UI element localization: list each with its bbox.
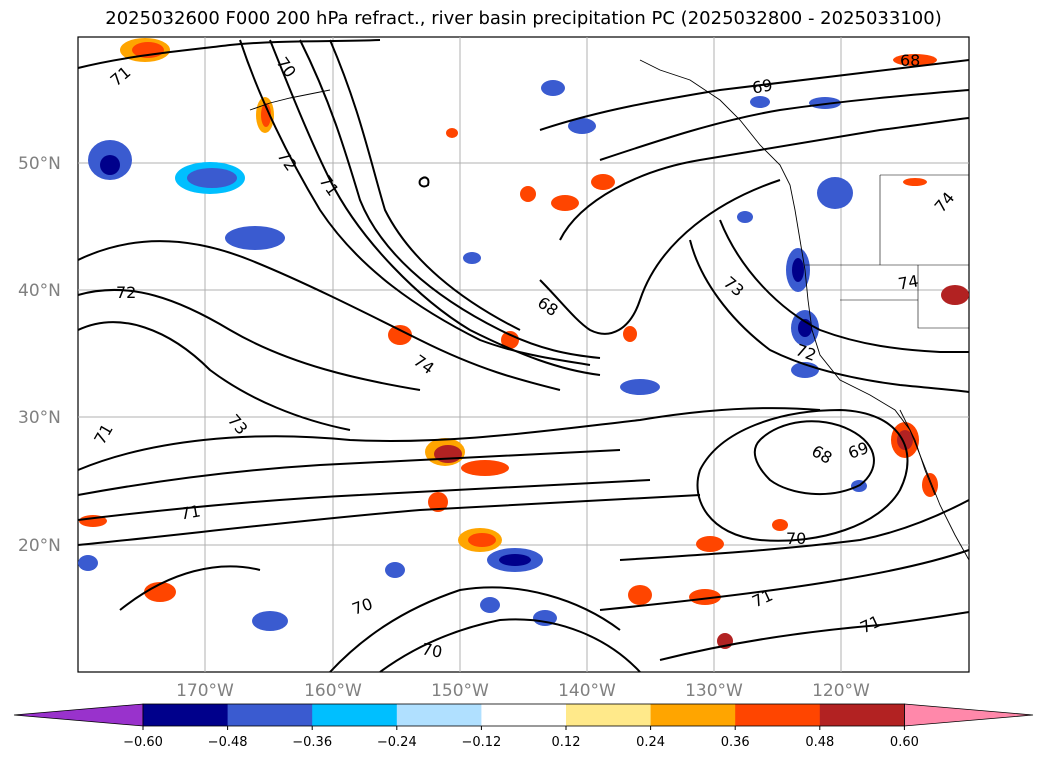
- coastline: [639, 59, 970, 561]
- colorbar-tick-label: 0.12: [552, 735, 581, 750]
- colorbar-tick-label: −0.12: [461, 735, 501, 750]
- baja-coast: [899, 409, 936, 496]
- graticule: [78, 37, 969, 672]
- contour-label: 68: [900, 51, 920, 70]
- colorbar-segment: [312, 704, 398, 726]
- lon-label-140w: 140°W: [558, 681, 616, 701]
- contour-label: 74: [897, 271, 920, 293]
- aleutian-islands: [249, 89, 331, 111]
- colorbar-tick-label: 0.60: [890, 735, 919, 750]
- colorbar-tick-label: −0.48: [208, 735, 248, 750]
- colorbar-segment: [227, 704, 313, 726]
- colorbar-tick-label: 0.36: [721, 735, 750, 750]
- lon-label-130w: 130°W: [685, 681, 743, 701]
- contour-label: 70: [786, 529, 806, 548]
- latitude-axis: 50°N 40°N 30°N 20°N: [18, 154, 61, 556]
- colorbar-tick-label: −0.24: [377, 735, 417, 750]
- lat-label-40n: 40°N: [18, 281, 61, 301]
- contour-label: 70: [420, 639, 443, 661]
- colorbar-segment: [819, 704, 905, 726]
- colorbar-segment: [396, 704, 482, 726]
- contour-label: 71: [179, 501, 202, 523]
- colorbar: −0.60 −0.48 −0.36 −0.24 −0.12 0.12 0.24 0.36 0.4…: [13, 703, 1034, 750]
- lat-label-50n: 50°N: [18, 154, 61, 174]
- lat-label-20n: 20°N: [18, 536, 61, 556]
- colorbar-segment: [143, 704, 229, 726]
- colorbar-extend-max: [904, 703, 1034, 727]
- lon-label-160w: 160°W: [304, 681, 362, 701]
- colorbar-extend-min: [13, 703, 144, 727]
- colorbar-tick-label: −0.36: [292, 735, 332, 750]
- state-borders: [805, 174, 969, 329]
- refractivity-contours: [77, 39, 970, 673]
- colorbar-outline: [142, 703, 905, 727]
- colorbar-tick-label: 0.48: [805, 735, 834, 750]
- lat-label-30n: 30°N: [18, 408, 61, 428]
- lon-label-150w: 150°W: [431, 681, 489, 701]
- longitude-axis: 170°W 160°W 150°W 140°W 130°W 120°W: [176, 681, 870, 701]
- map-title: 2025032600 F000 200 hPa refract., river …: [105, 8, 942, 29]
- colorbar-segment: [735, 704, 821, 726]
- colorbar-segment: [650, 704, 736, 726]
- colorbar-segment: [566, 704, 652, 726]
- lon-label-120w: 120°W: [812, 681, 870, 701]
- colorbar-tick-label: −0.60: [123, 735, 163, 750]
- contour-label: 69: [751, 75, 774, 97]
- contour-label: 72: [116, 283, 136, 302]
- positive-anomaly-shading: [79, 38, 969, 649]
- colorbar-segment: [481, 704, 567, 726]
- lon-label-170w: 170°W: [176, 681, 234, 701]
- colorbar-tick-label: 0.24: [636, 735, 665, 750]
